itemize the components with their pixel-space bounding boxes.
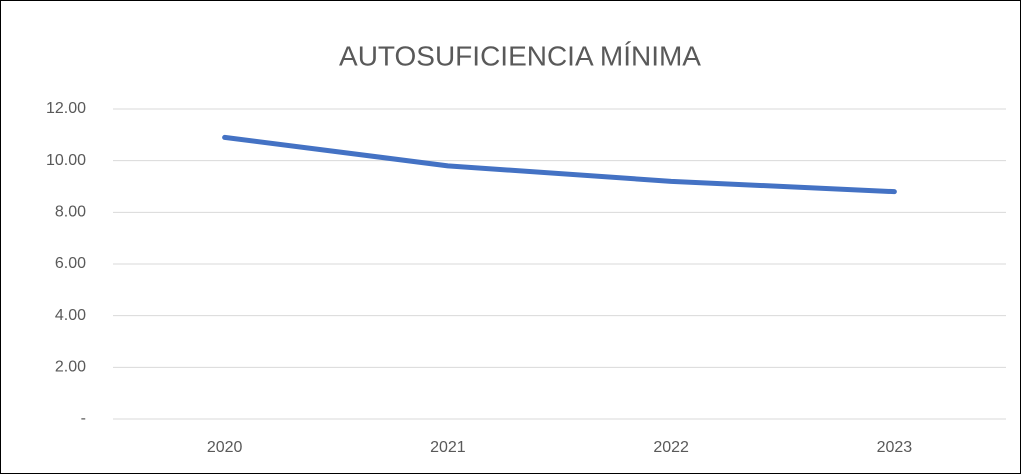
y-tick-label: 6.00 [55, 255, 86, 272]
x-tick-label: 2022 [653, 439, 689, 456]
y-tick-label: - [81, 410, 86, 427]
y-tick-label: 12.00 [46, 100, 86, 117]
y-tick-label: 10.00 [46, 152, 86, 169]
data-line [222, 134, 897, 195]
chart-title: AUTOSUFICIENCIA MÍNIMA [339, 40, 701, 71]
x-tick-label: 2021 [430, 439, 466, 456]
y-tick-label: 2.00 [55, 359, 86, 376]
y-tick-label: 8.00 [55, 204, 86, 221]
y-tick-label: 4.00 [55, 307, 86, 324]
x-tick-label: 2023 [877, 439, 913, 456]
x-tick-label: 2020 [207, 439, 243, 456]
